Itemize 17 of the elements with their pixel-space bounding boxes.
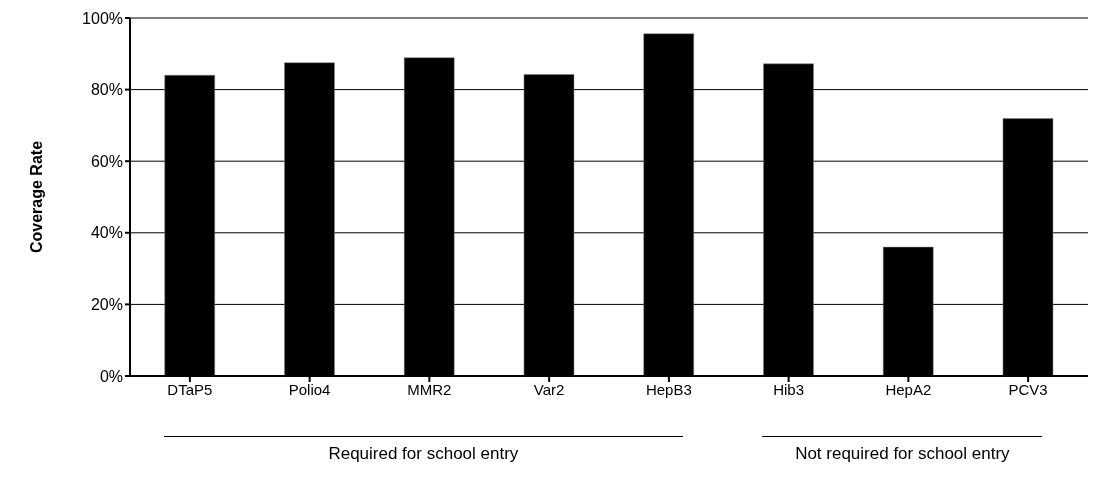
x-tick-label: Var2	[533, 380, 565, 398]
x-tick-label: DTaP5	[167, 380, 213, 398]
y-tick-label: 20%	[90, 296, 123, 314]
y-tick-label: 60%	[90, 152, 123, 170]
x-tick-label: Polio4	[288, 380, 331, 398]
x-tick-label: Hib3	[773, 380, 805, 398]
y-tick-label: 100%	[82, 9, 123, 27]
y-tick-label: 80%	[90, 81, 123, 99]
x-tick-label: HepB3	[645, 380, 692, 398]
x-tick-label: MMR2	[407, 380, 452, 398]
y-tick-label: 0%	[99, 367, 123, 385]
y-tick-label: 40%	[90, 224, 123, 242]
y-axis-title: Coverage Rate	[27, 140, 45, 254]
x-tick-label: HepA2	[885, 380, 932, 398]
text: Required for school entry	[327, 444, 520, 464]
x-tick-label: PCV3	[1008, 380, 1048, 398]
text: Not required for school entry	[794, 444, 1011, 464]
